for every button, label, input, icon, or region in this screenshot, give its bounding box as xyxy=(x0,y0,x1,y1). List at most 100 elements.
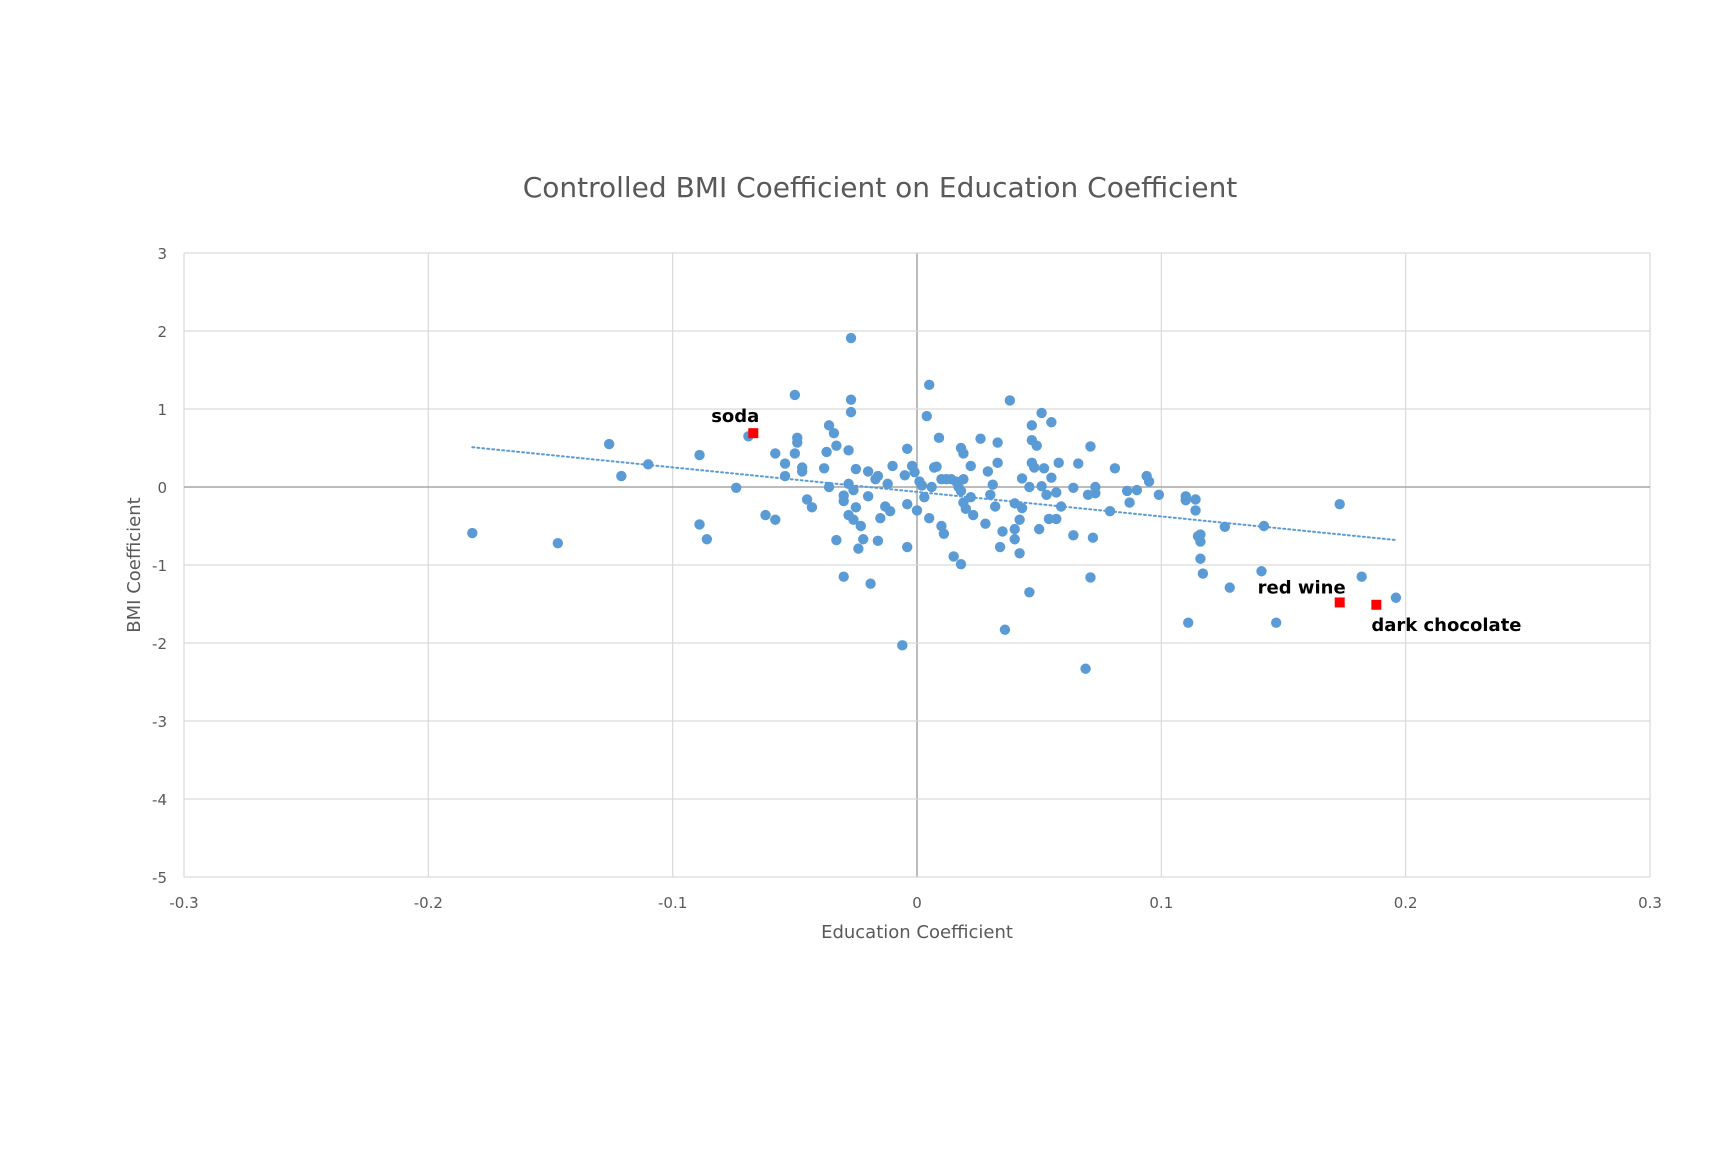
data-point xyxy=(1080,663,1091,674)
data-point xyxy=(1031,440,1042,451)
data-point xyxy=(1009,523,1020,535)
data-point xyxy=(1131,484,1143,496)
x-tick-label: 0.1 xyxy=(1149,894,1173,912)
data-point xyxy=(1036,481,1047,492)
data-point xyxy=(828,427,840,439)
data-point xyxy=(975,433,986,444)
x-tick-label: 0.2 xyxy=(1394,894,1418,912)
data-point xyxy=(1356,571,1367,582)
data-point xyxy=(916,480,928,491)
data-point xyxy=(789,389,801,401)
data-point xyxy=(1068,530,1079,541)
data-point xyxy=(789,448,801,459)
data-point xyxy=(982,466,994,477)
data-point xyxy=(821,446,832,458)
data-point xyxy=(924,513,935,524)
data-point xyxy=(694,519,705,530)
data-point xyxy=(967,509,979,521)
data-point xyxy=(831,440,842,451)
highlighted-point xyxy=(1334,597,1345,608)
data-point xyxy=(1041,489,1052,500)
data-point xyxy=(1190,494,1201,505)
y-tick-label: -3 xyxy=(152,713,167,731)
data-point xyxy=(933,432,945,444)
data-point xyxy=(1014,548,1025,559)
data-point xyxy=(955,559,967,570)
data-point xyxy=(902,541,913,553)
chart-title: Controlled BMI Coefficient on Education … xyxy=(523,171,1238,204)
data-point xyxy=(1051,487,1062,498)
y-tick-label: 2 xyxy=(157,323,167,341)
data-point xyxy=(1334,498,1345,510)
data-point xyxy=(770,448,781,459)
data-point xyxy=(931,461,942,472)
data-point xyxy=(730,482,742,493)
data-point xyxy=(1016,473,1028,484)
data-point xyxy=(1046,417,1057,428)
data-point xyxy=(1219,521,1231,532)
y-tick-label: 1 xyxy=(157,401,167,419)
x-tick-label: -0.3 xyxy=(169,894,198,912)
data-point xyxy=(603,438,615,450)
y-axis-label: BMI Coefficient xyxy=(124,497,145,632)
x-axis-label: Education Coefficient xyxy=(821,922,1013,943)
data-point xyxy=(1004,395,1016,406)
data-point xyxy=(1036,407,1047,419)
x-tick-label: 0.3 xyxy=(1638,894,1662,912)
data-point xyxy=(1224,582,1235,593)
data-point xyxy=(1038,463,1050,474)
data-point xyxy=(850,463,862,475)
data-point xyxy=(848,514,859,525)
data-point xyxy=(865,578,876,589)
data-point xyxy=(1197,568,1209,579)
data-point xyxy=(779,470,791,482)
data-point xyxy=(796,466,808,477)
data-point xyxy=(694,449,705,461)
data-point xyxy=(1256,566,1267,577)
data-point xyxy=(999,624,1011,635)
data-point xyxy=(948,551,959,562)
data-point xyxy=(801,494,813,505)
data-point xyxy=(958,474,969,485)
highlighted-point xyxy=(748,428,759,439)
data-point xyxy=(823,420,835,431)
data-point xyxy=(897,640,908,651)
y-tick-label: -2 xyxy=(152,635,167,653)
data-point xyxy=(899,470,910,481)
data-point xyxy=(1073,458,1084,469)
data-point xyxy=(643,459,654,470)
data-point xyxy=(1104,505,1116,517)
data-point xyxy=(872,535,884,547)
highlighted-points: soda red wine dark chocolate xyxy=(711,406,1521,636)
data-point xyxy=(919,491,930,503)
data-points xyxy=(467,332,1402,674)
data-point xyxy=(1183,617,1194,628)
data-point xyxy=(1195,529,1206,540)
x-tick-label: -0.1 xyxy=(658,894,687,912)
data-point xyxy=(960,503,972,515)
data-point xyxy=(853,543,864,554)
data-point xyxy=(909,466,920,478)
data-point xyxy=(958,448,969,459)
data-point xyxy=(884,505,896,517)
data-point xyxy=(552,537,564,549)
data-point xyxy=(965,460,976,472)
y-tick-label: -4 xyxy=(152,791,167,809)
data-point xyxy=(1109,463,1121,474)
data-point xyxy=(1390,592,1402,603)
data-point xyxy=(701,534,713,545)
data-point xyxy=(1053,457,1064,469)
data-point xyxy=(616,470,627,482)
linear-trendline xyxy=(471,446,1397,542)
data-point xyxy=(1009,534,1020,545)
data-point xyxy=(980,518,991,529)
data-point xyxy=(887,460,898,472)
data-point xyxy=(1090,481,1101,493)
tick-labels: -0.3 -0.2 -0.1 0 0.1 0.2 0.3 3 2 1 0 -1 -2 -3 -4 -5 xyxy=(152,245,1662,912)
grid-lines xyxy=(183,252,1651,878)
data-point xyxy=(862,491,874,502)
data-point xyxy=(760,509,771,521)
data-point xyxy=(1124,497,1135,508)
